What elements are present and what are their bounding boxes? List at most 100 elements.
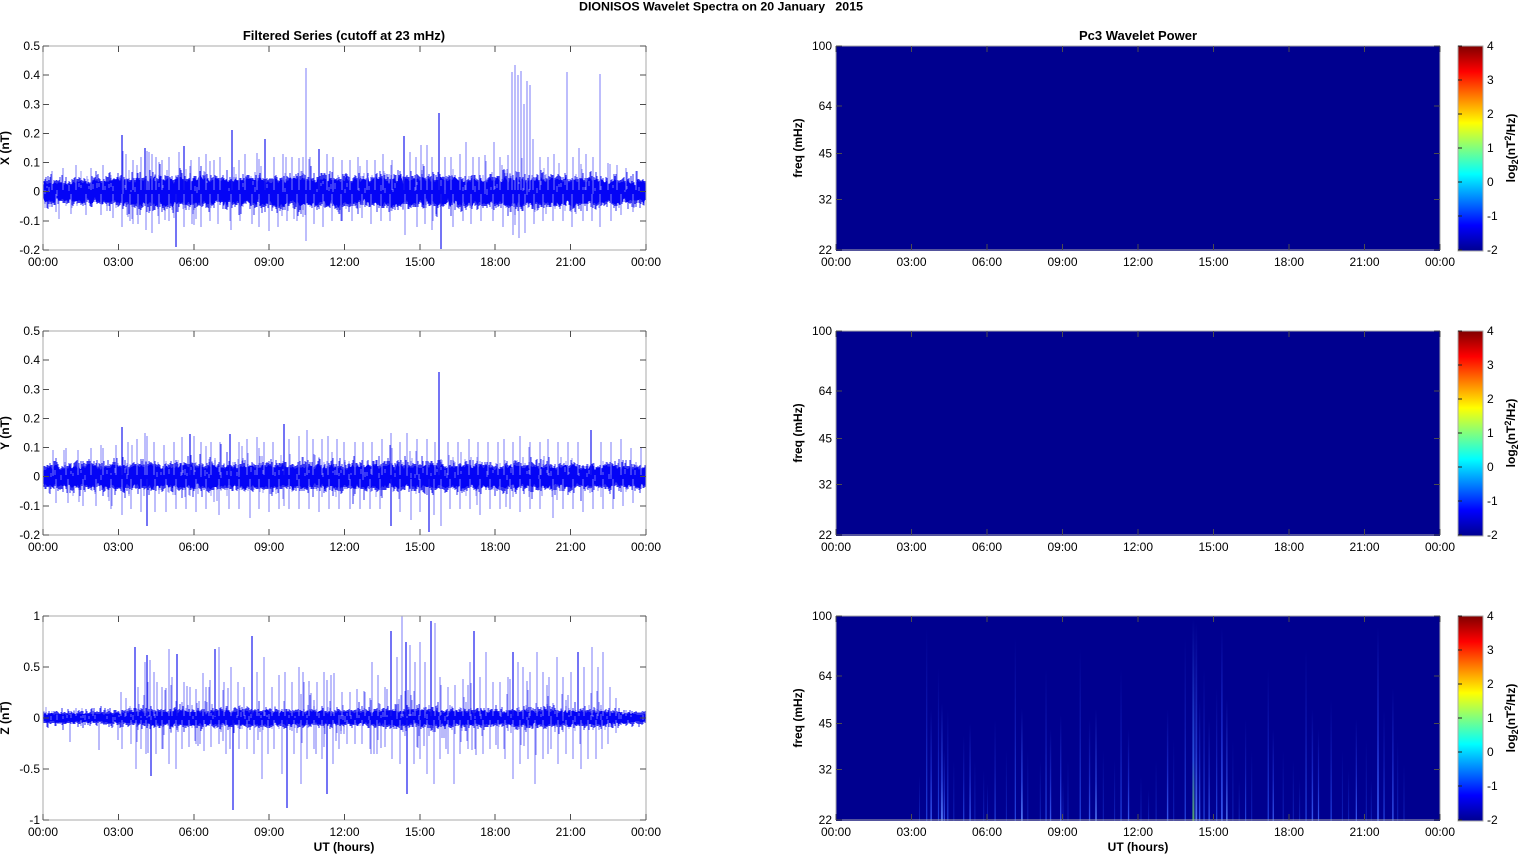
- svg-text:18:00: 18:00: [1274, 825, 1304, 839]
- svg-text:09:00: 09:00: [1047, 825, 1077, 839]
- svg-text:22: 22: [819, 243, 833, 257]
- svg-text:0: 0: [1487, 745, 1494, 759]
- svg-text:freq (mHz): freq (mHz): [791, 403, 805, 462]
- svg-text:64: 64: [819, 384, 833, 398]
- svg-text:100: 100: [812, 324, 832, 338]
- svg-text:64: 64: [819, 99, 833, 113]
- svg-text:log2(nT2/Hz): log2(nT2/Hz): [1503, 684, 1520, 753]
- svg-text:15:00: 15:00: [405, 540, 435, 554]
- svg-text:0: 0: [1487, 460, 1494, 474]
- svg-text:09:00: 09:00: [254, 255, 284, 269]
- svg-text:-2: -2: [1487, 813, 1498, 827]
- svg-text:12:00: 12:00: [1123, 255, 1153, 269]
- svg-text:100: 100: [812, 39, 832, 53]
- svg-text:2: 2: [1487, 392, 1494, 406]
- svg-text:12:00: 12:00: [1123, 825, 1153, 839]
- svg-text:1: 1: [1487, 141, 1494, 155]
- svg-text:-1: -1: [1487, 494, 1498, 508]
- svg-text:03:00: 03:00: [896, 255, 926, 269]
- svg-text:0.1: 0.1: [23, 441, 40, 455]
- svg-text:Filtered Series (cutoff at 23: Filtered Series (cutoff at 23 mHz): [243, 28, 445, 43]
- svg-text:1: 1: [1487, 426, 1494, 440]
- svg-text:00:00: 00:00: [821, 825, 851, 839]
- svg-text:06:00: 06:00: [972, 255, 1002, 269]
- svg-text:UT (hours): UT (hours): [1108, 840, 1169, 854]
- svg-text:X (nT): X (nT): [0, 131, 12, 165]
- svg-text:0: 0: [33, 470, 40, 484]
- svg-text:0.4: 0.4: [23, 353, 40, 367]
- svg-text:4: 4: [1487, 324, 1494, 338]
- svg-text:Y (nT): Y (nT): [0, 416, 12, 450]
- svg-text:3: 3: [1487, 73, 1494, 87]
- svg-text:45: 45: [819, 432, 833, 446]
- svg-text:09:00: 09:00: [254, 825, 284, 839]
- svg-text:06:00: 06:00: [179, 540, 209, 554]
- svg-text:32: 32: [819, 477, 833, 491]
- svg-text:00:00: 00:00: [28, 255, 58, 269]
- svg-text:-0.5: -0.5: [19, 762, 40, 776]
- svg-text:22: 22: [819, 528, 833, 542]
- svg-text:22: 22: [819, 813, 833, 827]
- svg-text:64: 64: [819, 669, 833, 683]
- svg-text:03:00: 03:00: [103, 255, 133, 269]
- svg-text:15:00: 15:00: [1198, 255, 1228, 269]
- svg-text:00:00: 00:00: [631, 255, 661, 269]
- svg-text:-1: -1: [1487, 779, 1498, 793]
- svg-text:00:00: 00:00: [821, 540, 851, 554]
- svg-text:12:00: 12:00: [329, 255, 359, 269]
- svg-text:32: 32: [819, 192, 833, 206]
- svg-text:0.2: 0.2: [23, 411, 40, 425]
- svg-text:UT (hours): UT (hours): [314, 840, 375, 854]
- svg-text:-0.2: -0.2: [19, 528, 40, 542]
- svg-text:12:00: 12:00: [1123, 540, 1153, 554]
- svg-text:00:00: 00:00: [28, 825, 58, 839]
- svg-text:03:00: 03:00: [103, 540, 133, 554]
- svg-text:0.5: 0.5: [23, 660, 40, 674]
- svg-text:-2: -2: [1487, 528, 1498, 542]
- svg-text:06:00: 06:00: [179, 825, 209, 839]
- svg-text:2: 2: [1487, 677, 1494, 691]
- svg-text:3: 3: [1487, 643, 1494, 657]
- svg-text:log2(nT2/Hz): log2(nT2/Hz): [1503, 399, 1520, 468]
- svg-text:21:00: 21:00: [1349, 540, 1379, 554]
- svg-text:12:00: 12:00: [329, 540, 359, 554]
- svg-text:0.5: 0.5: [23, 324, 40, 338]
- svg-text:21:00: 21:00: [1349, 825, 1379, 839]
- svg-text:0.3: 0.3: [23, 97, 40, 111]
- svg-text:06:00: 06:00: [179, 255, 209, 269]
- svg-text:12:00: 12:00: [329, 825, 359, 839]
- svg-text:4: 4: [1487, 609, 1494, 623]
- svg-text:15:00: 15:00: [405, 255, 435, 269]
- svg-text:06:00: 06:00: [972, 540, 1002, 554]
- svg-text:15:00: 15:00: [405, 825, 435, 839]
- svg-text:DIONISOS Wavelet Spectra on 20: DIONISOS Wavelet Spectra on 20 January 2…: [579, 0, 863, 14]
- svg-text:4: 4: [1487, 39, 1494, 53]
- svg-text:00:00: 00:00: [1425, 255, 1455, 269]
- svg-text:00:00: 00:00: [631, 825, 661, 839]
- svg-text:21:00: 21:00: [556, 540, 586, 554]
- svg-text:18:00: 18:00: [1274, 540, 1304, 554]
- svg-text:-0.2: -0.2: [19, 243, 40, 257]
- svg-text:1: 1: [1487, 711, 1494, 725]
- svg-text:03:00: 03:00: [896, 540, 926, 554]
- svg-text:1: 1: [33, 609, 40, 623]
- svg-text:45: 45: [819, 147, 833, 161]
- svg-text:21:00: 21:00: [556, 825, 586, 839]
- svg-text:0.1: 0.1: [23, 156, 40, 170]
- svg-text:18:00: 18:00: [480, 825, 510, 839]
- svg-text:0.3: 0.3: [23, 382, 40, 396]
- svg-text:03:00: 03:00: [896, 825, 926, 839]
- svg-text:15:00: 15:00: [1198, 825, 1228, 839]
- svg-text:0: 0: [1487, 175, 1494, 189]
- svg-text:-0.1: -0.1: [19, 499, 40, 513]
- svg-text:03:00: 03:00: [103, 825, 133, 839]
- svg-text:0: 0: [33, 711, 40, 725]
- svg-text:-1: -1: [1487, 209, 1498, 223]
- svg-text:00:00: 00:00: [28, 540, 58, 554]
- svg-text:freq (mHz): freq (mHz): [791, 688, 805, 747]
- svg-text:09:00: 09:00: [1047, 255, 1077, 269]
- svg-text:32: 32: [819, 762, 833, 776]
- svg-text:0.4: 0.4: [23, 68, 40, 82]
- svg-text:100: 100: [812, 609, 832, 623]
- svg-text:00:00: 00:00: [631, 540, 661, 554]
